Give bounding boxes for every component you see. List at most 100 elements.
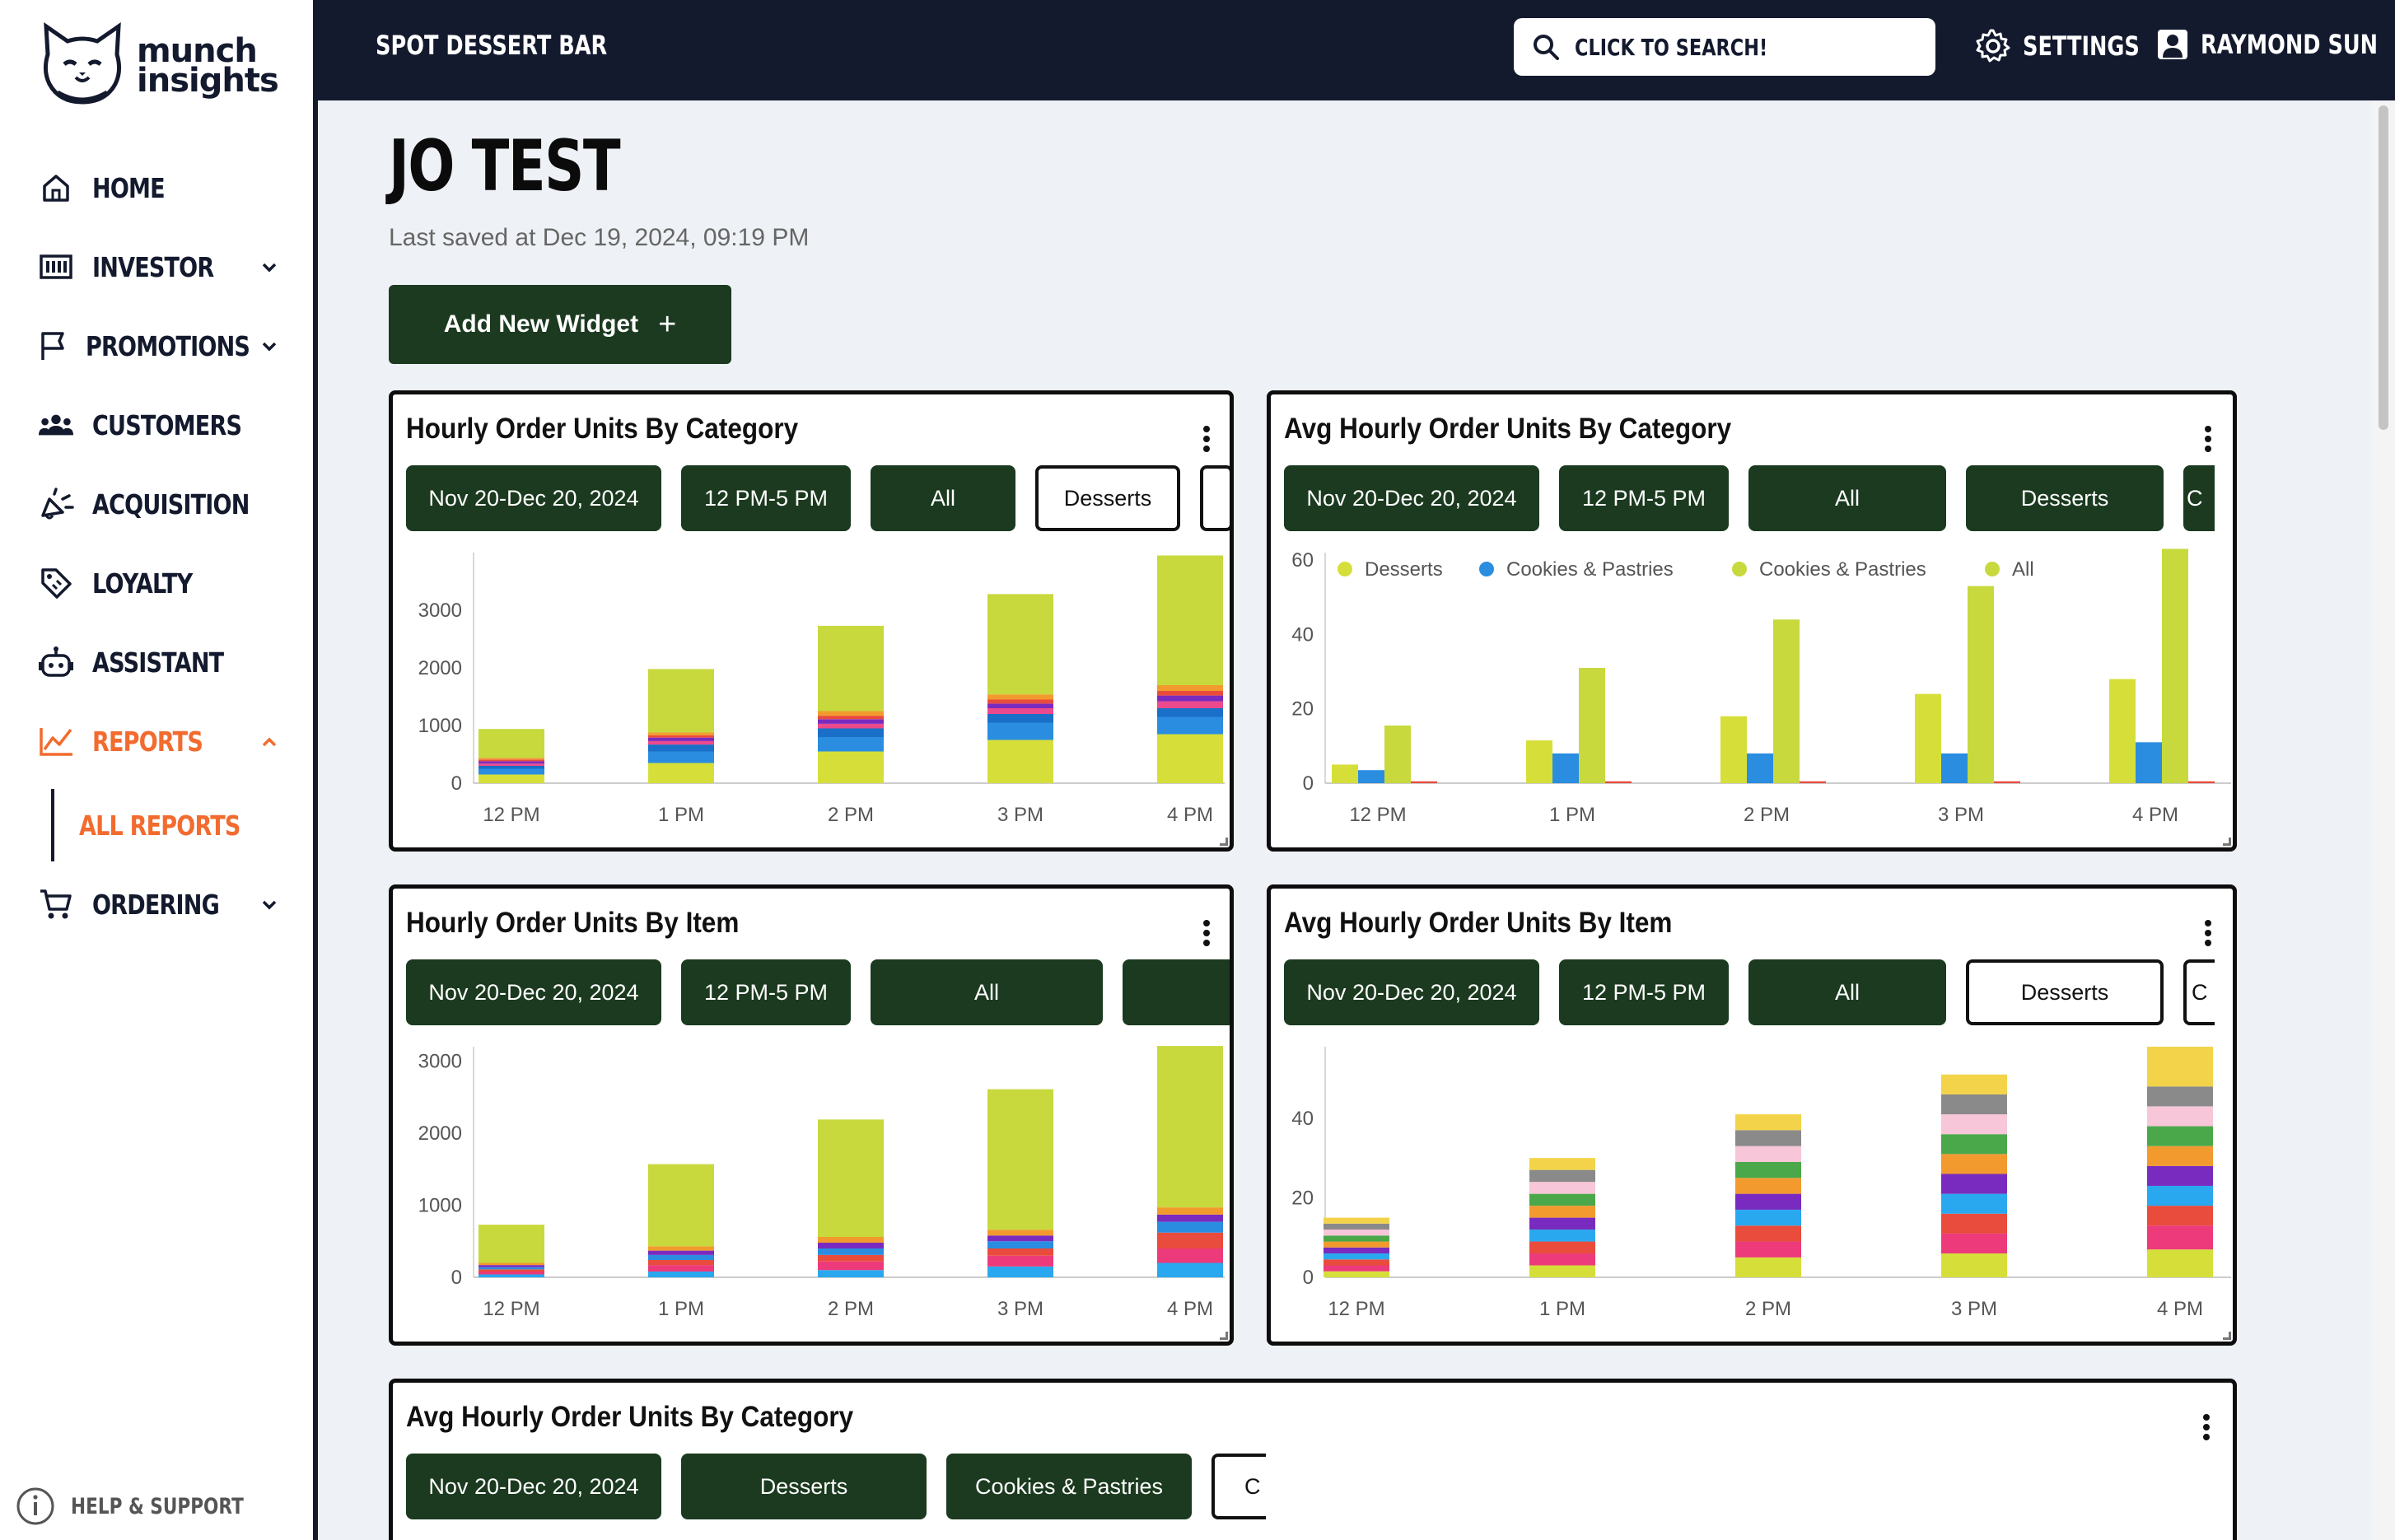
bar-segment bbox=[648, 1246, 714, 1251]
info-icon bbox=[16, 1487, 54, 1525]
bar-segment bbox=[479, 758, 544, 760]
x-tick-label: 4 PM bbox=[1167, 1298, 1213, 1320]
widget-avg-hourly-order-units-by-category[interactable]: Avg Hourly Order Units By Category Nov 2… bbox=[1267, 390, 2237, 852]
bar-segment bbox=[1529, 1217, 1595, 1230]
nav-item-ordering[interactable]: ORDERING bbox=[38, 880, 285, 929]
kebab-menu-icon[interactable] bbox=[1200, 422, 1213, 459]
legend-swatch bbox=[1479, 562, 1494, 576]
filter-chip-more[interactable]: C bbox=[2183, 959, 2215, 1025]
filter-chip-desserts[interactable]: Desserts bbox=[1966, 465, 2164, 531]
bar-segment bbox=[1735, 1193, 1801, 1210]
bar-segment bbox=[1529, 1265, 1595, 1277]
bar-segment bbox=[1324, 1230, 1389, 1236]
filter-chip-desserts[interactable]: Desserts bbox=[681, 1454, 927, 1519]
bar-segment bbox=[1735, 1225, 1801, 1242]
search-box[interactable]: CLICK TO SEARCH! bbox=[1514, 18, 1935, 76]
filter-chip-more[interactable]: C bbox=[2183, 465, 2215, 531]
kebab-menu-icon[interactable] bbox=[2200, 1411, 2213, 1447]
bar-segment bbox=[1324, 1265, 1389, 1272]
last-saved-text: Last saved at Dec 19, 2024, 09:19 PM bbox=[389, 224, 810, 251]
widget-avg-hourly-order-units-by-item[interactable]: Avg Hourly Order Units By Item Nov 20-De… bbox=[1267, 884, 2237, 1346]
nav-item-promotions[interactable]: PROMOTIONS bbox=[38, 321, 285, 371]
y-tick-label: 40 bbox=[1291, 623, 1314, 646]
scrollbar[interactable] bbox=[2372, 100, 2395, 1540]
filter-chip-more[interactable] bbox=[1200, 465, 1230, 531]
store-name[interactable]: SPOT DESSERT BAR bbox=[376, 30, 608, 61]
bar-segment bbox=[1157, 1262, 1223, 1277]
add-widget-button[interactable]: Add New Widget + bbox=[389, 285, 731, 364]
bar-segment bbox=[1735, 1162, 1801, 1178]
bar-segment bbox=[2147, 1165, 2213, 1186]
x-tick-label: 3 PM bbox=[997, 1298, 1043, 1320]
filter-chip-all[interactable]: All bbox=[871, 465, 1015, 531]
user-menu[interactable]: RAYMOND SUN bbox=[2156, 28, 2395, 61]
nav-item-investor[interactable]: INVESTOR bbox=[38, 242, 285, 292]
nav-item-customers[interactable]: CUSTOMERS bbox=[38, 400, 285, 450]
filter-chip-date[interactable]: Nov 20-Dec 20, 2024 bbox=[406, 959, 661, 1025]
bar-segment bbox=[479, 1265, 544, 1267]
filter-chip-desserts[interactable]: Desserts bbox=[1035, 465, 1180, 531]
kebab-menu-icon[interactable] bbox=[2201, 917, 2215, 953]
resize-handle[interactable] bbox=[1220, 1332, 1228, 1340]
bar-segment bbox=[1324, 1223, 1389, 1230]
resize-handle[interactable] bbox=[2223, 838, 2231, 846]
widget-avg-hourly-order-units-by-category-2[interactable]: Avg Hourly Order Units By Category Nov 2… bbox=[389, 1379, 2237, 1540]
filter-chip-time[interactable]: 12 PM-5 PM bbox=[681, 959, 851, 1025]
nav-item-home[interactable]: HOME bbox=[38, 163, 285, 212]
bar-segment bbox=[479, 761, 544, 764]
bar-segment bbox=[818, 728, 884, 737]
customers-icon bbox=[38, 407, 74, 443]
y-tick-label: 1000 bbox=[418, 1195, 462, 1217]
help-support-link[interactable]: HELP & SUPPORT bbox=[15, 1486, 287, 1527]
user-icon bbox=[2158, 30, 2187, 59]
kebab-menu-icon[interactable] bbox=[2201, 422, 2215, 459]
nav-sub-item-all-reports[interactable]: ALL REPORTS bbox=[51, 789, 275, 861]
nav-item-reports[interactable]: REPORTS bbox=[38, 716, 285, 766]
bar-segment bbox=[1941, 1233, 2007, 1254]
bar-segment bbox=[818, 1237, 884, 1243]
filter-chip-desserts[interactable]: D bbox=[1123, 959, 1230, 1025]
filter-chip-time[interactable]: 12 PM-5 PM bbox=[681, 465, 851, 531]
widget-hourly-order-units-by-category[interactable]: Hourly Order Units By Category Nov 20-De… bbox=[389, 390, 1234, 852]
legend-label: Desserts bbox=[1365, 558, 1443, 581]
plus-icon: + bbox=[658, 306, 677, 342]
bar-segment bbox=[1529, 1193, 1595, 1206]
filter-chip-more[interactable]: C bbox=[1212, 1454, 1266, 1519]
filter-chip-date[interactable]: Nov 20-Dec 20, 2024 bbox=[1284, 465, 1539, 531]
chevron-down-icon bbox=[262, 263, 277, 273]
logo[interactable]: munch insights bbox=[40, 21, 287, 112]
filter-chip-date[interactable]: Nov 20-Dec 20, 2024 bbox=[406, 1454, 661, 1519]
bar bbox=[1358, 770, 1384, 783]
kebab-menu-icon[interactable] bbox=[1200, 917, 1213, 953]
investor-icon bbox=[38, 249, 74, 285]
settings-link[interactable]: SETTINGS bbox=[1975, 28, 2169, 64]
filter-chip-all[interactable]: All bbox=[1748, 465, 1946, 531]
filter-chip-desserts[interactable]: Desserts bbox=[1966, 959, 2164, 1025]
filter-chip-time[interactable]: 12 PM-5 PM bbox=[1559, 465, 1729, 531]
home-icon bbox=[38, 170, 74, 206]
filter-chip-date[interactable]: Nov 20-Dec 20, 2024 bbox=[406, 465, 661, 531]
bar-segment bbox=[479, 1267, 544, 1270]
x-tick-label: 12 PM bbox=[1349, 804, 1406, 826]
widget-hourly-order-units-by-item[interactable]: Hourly Order Units By Item Nov 20-Dec 20… bbox=[389, 884, 1234, 1346]
filter-chip-cookies-pastries[interactable]: Cookies & Pastries bbox=[946, 1454, 1192, 1519]
gear-icon bbox=[1976, 29, 2010, 63]
filter-chip-time[interactable]: 12 PM-5 PM bbox=[1559, 959, 1729, 1025]
chart-hourly-order-units-by-item: 0 1000 2000 3000 12 PM 1 PM 2 PM 3 PM 4 PM bbox=[418, 1046, 1225, 1320]
filter-chip-all[interactable]: All bbox=[871, 959, 1103, 1025]
nav-item-loyalty[interactable]: LOYALTY bbox=[38, 558, 285, 608]
bar bbox=[1384, 726, 1411, 783]
nav-item-assistant[interactable]: ASSISTANT bbox=[38, 637, 285, 687]
scroll-thumb[interactable] bbox=[2379, 105, 2388, 430]
bar-segment bbox=[1941, 1193, 2007, 1214]
legend-swatch bbox=[1732, 562, 1747, 576]
resize-handle[interactable] bbox=[1220, 838, 1228, 846]
user-name: RAYMOND SUN bbox=[2201, 29, 2379, 60]
bar-segment bbox=[1157, 685, 1223, 691]
chart-avg-hourly-order-units-by-item: 0 20 40 12 PM 1 PM 2 PM 3 PM 4 PM bbox=[1291, 1047, 2231, 1320]
resize-handle[interactable] bbox=[2223, 1332, 2231, 1340]
filter-chip-date[interactable]: Nov 20-Dec 20, 2024 bbox=[1284, 959, 1539, 1025]
bar-segment bbox=[987, 1230, 1053, 1236]
nav-item-acquisition[interactable]: ACQUISITION bbox=[38, 479, 285, 529]
filter-chip-all[interactable]: All bbox=[1748, 959, 1946, 1025]
